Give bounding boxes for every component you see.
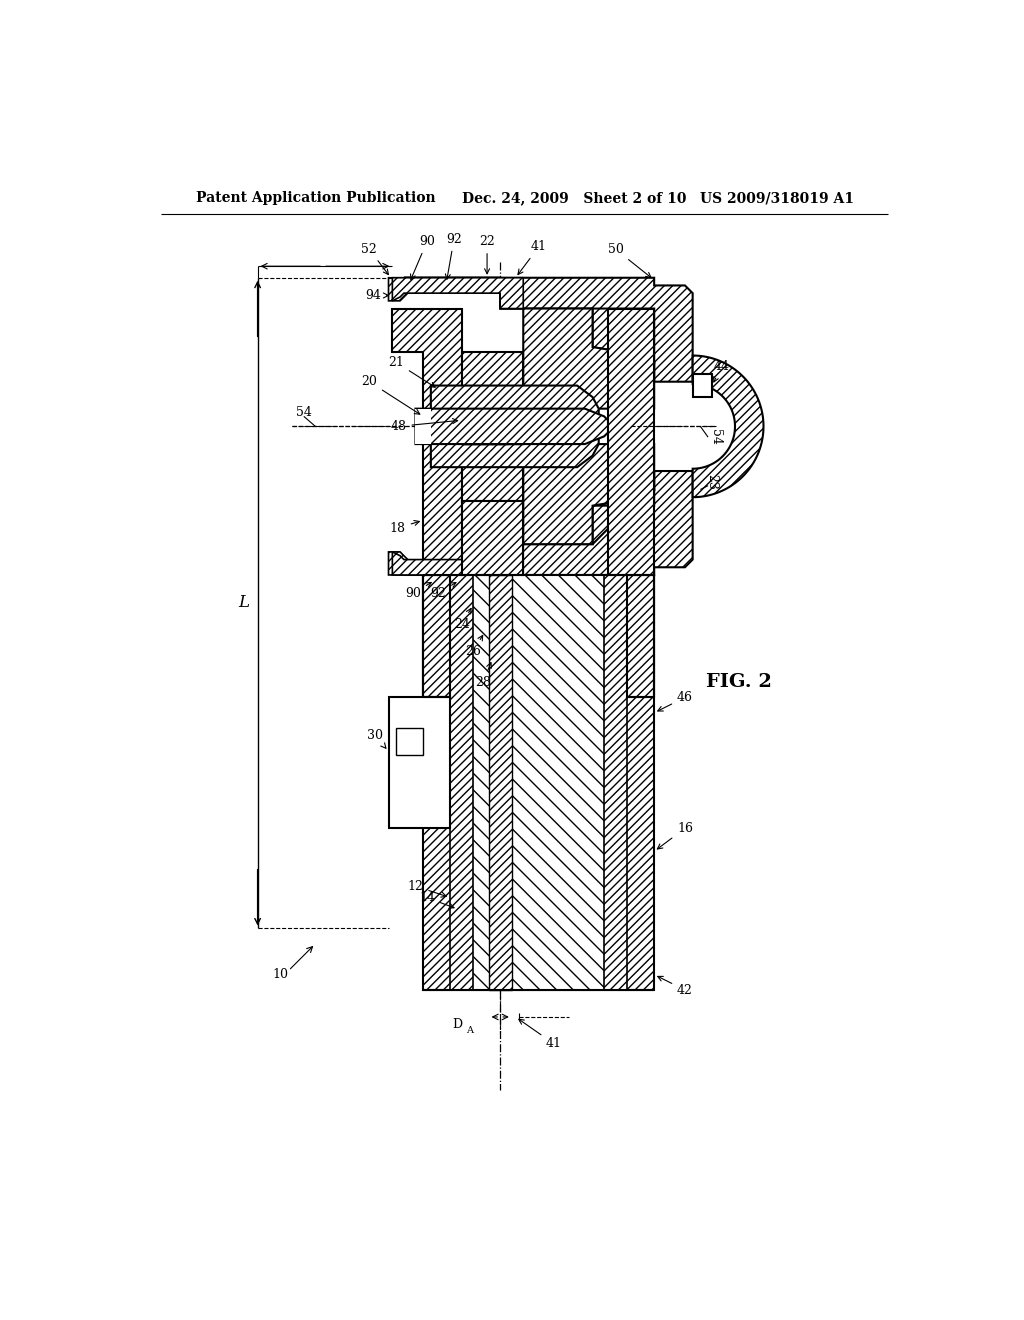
Text: 24: 24 <box>454 609 471 631</box>
Polygon shape <box>628 576 654 697</box>
Text: US 2009/318019 A1: US 2009/318019 A1 <box>700 191 854 206</box>
Polygon shape <box>451 576 628 990</box>
Text: A: A <box>466 1026 473 1035</box>
Polygon shape <box>608 309 654 576</box>
Text: 28: 28 <box>475 663 492 689</box>
Polygon shape <box>523 309 654 409</box>
Polygon shape <box>396 729 423 755</box>
Text: 52: 52 <box>361 243 388 275</box>
Text: 54: 54 <box>710 429 722 445</box>
Polygon shape <box>593 309 654 363</box>
Polygon shape <box>392 277 523 309</box>
Polygon shape <box>462 409 523 502</box>
Text: D: D <box>453 1018 463 1031</box>
Polygon shape <box>388 552 408 576</box>
Polygon shape <box>392 309 462 576</box>
Text: 14: 14 <box>419 891 454 908</box>
Text: 18: 18 <box>390 520 419 535</box>
Polygon shape <box>388 277 408 301</box>
Text: 46: 46 <box>657 690 693 711</box>
Polygon shape <box>416 409 608 444</box>
Text: 94: 94 <box>366 289 388 302</box>
Polygon shape <box>416 409 431 444</box>
Polygon shape <box>692 355 764 498</box>
Polygon shape <box>462 433 523 444</box>
Text: 41: 41 <box>519 1019 562 1051</box>
Text: 16: 16 <box>657 822 693 849</box>
Text: 90: 90 <box>406 582 431 601</box>
Text: 41: 41 <box>518 240 547 275</box>
Text: FIG. 2: FIG. 2 <box>706 673 772 690</box>
Text: 21: 21 <box>388 356 435 387</box>
Text: 23: 23 <box>706 474 719 490</box>
Text: 10: 10 <box>272 968 289 981</box>
Polygon shape <box>403 277 523 309</box>
Text: Dec. 24, 2009   Sheet 2 of 10: Dec. 24, 2009 Sheet 2 of 10 <box>462 191 686 206</box>
Polygon shape <box>403 471 692 576</box>
Polygon shape <box>388 697 451 829</box>
Polygon shape <box>692 374 712 397</box>
Polygon shape <box>593 490 654 544</box>
Text: 12: 12 <box>408 879 446 898</box>
Polygon shape <box>462 351 523 409</box>
Polygon shape <box>462 502 523 576</box>
Polygon shape <box>523 444 654 544</box>
Text: 30: 30 <box>368 730 386 748</box>
Text: L: L <box>239 594 249 611</box>
Polygon shape <box>473 576 604 990</box>
Text: 44: 44 <box>714 360 730 381</box>
Text: 26: 26 <box>465 635 482 657</box>
Text: 50: 50 <box>607 243 651 277</box>
Text: 54: 54 <box>296 407 311 418</box>
Polygon shape <box>423 576 654 990</box>
Polygon shape <box>431 385 599 467</box>
Text: 42: 42 <box>657 977 693 997</box>
Text: 92: 92 <box>431 582 456 601</box>
Polygon shape <box>423 576 451 697</box>
Text: 22: 22 <box>479 235 495 273</box>
Text: 92: 92 <box>445 232 462 280</box>
Polygon shape <box>488 576 512 990</box>
Polygon shape <box>403 277 692 381</box>
Polygon shape <box>462 293 608 409</box>
Text: 20: 20 <box>361 375 420 414</box>
Text: 90: 90 <box>411 235 435 280</box>
Text: 48: 48 <box>390 418 458 433</box>
Polygon shape <box>462 409 523 420</box>
Polygon shape <box>392 544 523 576</box>
Text: Patent Application Publication: Patent Application Publication <box>196 191 435 206</box>
